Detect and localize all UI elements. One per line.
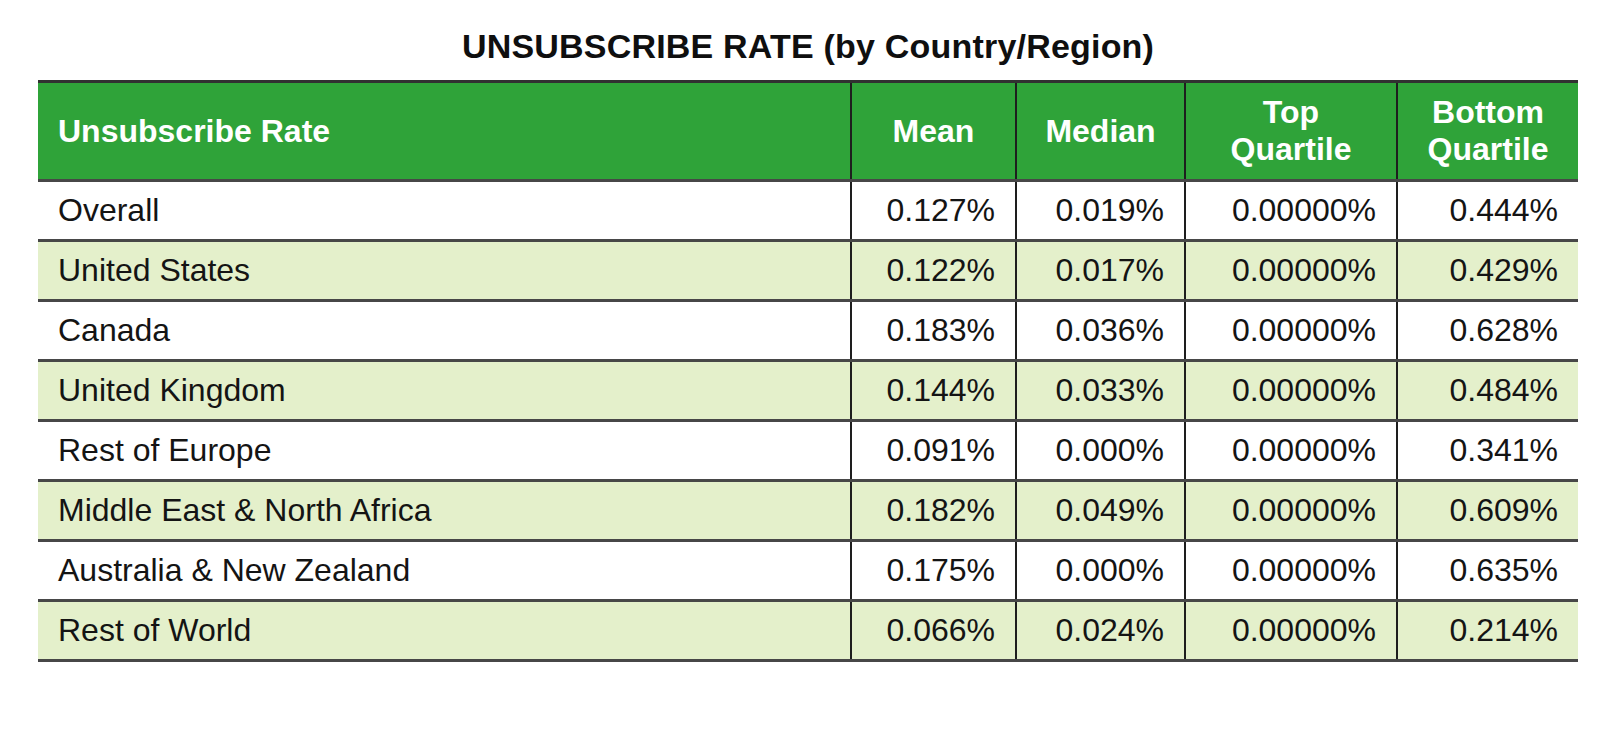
median-cell: 0.017%: [1016, 241, 1185, 301]
median-cell: 0.033%: [1016, 361, 1185, 421]
row-label-cell: Middle East & North Africa: [38, 481, 851, 541]
top-quartile-cell: 0.00000%: [1185, 421, 1397, 481]
mean-cell: 0.091%: [851, 421, 1016, 481]
median-cell: 0.024%: [1016, 601, 1185, 661]
bottom-quartile-cell: 0.429%: [1397, 241, 1578, 301]
table-row: Overall 0.127% 0.019% 0.00000% 0.444%: [38, 181, 1578, 241]
top-quartile-cell: 0.00000%: [1185, 241, 1397, 301]
median-cell: 0.049%: [1016, 481, 1185, 541]
unsubscribe-rate-table: Unsubscribe Rate Mean Median Top Quartil…: [38, 80, 1578, 662]
mean-cell: 0.144%: [851, 361, 1016, 421]
top-quartile-cell: 0.00000%: [1185, 541, 1397, 601]
table-header: Unsubscribe Rate Mean Median Top Quartil…: [38, 82, 1578, 181]
row-label-cell: United Kingdom: [38, 361, 851, 421]
top-quartile-cell: 0.00000%: [1185, 361, 1397, 421]
table-body: Overall 0.127% 0.019% 0.00000% 0.444% Un…: [38, 181, 1578, 661]
mean-cell: 0.127%: [851, 181, 1016, 241]
header-cell-top-quartile: Top Quartile: [1185, 82, 1397, 181]
row-label-cell: Rest of Europe: [38, 421, 851, 481]
table-row: Canada 0.183% 0.036% 0.00000% 0.628%: [38, 301, 1578, 361]
header-row: Unsubscribe Rate Mean Median Top Quartil…: [38, 82, 1578, 181]
table-row: Rest of World 0.066% 0.024% 0.00000% 0.2…: [38, 601, 1578, 661]
top-quartile-cell: 0.00000%: [1185, 301, 1397, 361]
header-cell-median: Median: [1016, 82, 1185, 181]
header-cell-mean: Mean: [851, 82, 1016, 181]
table-row: United States 0.122% 0.017% 0.00000% 0.4…: [38, 241, 1578, 301]
table-row: United Kingdom 0.144% 0.033% 0.00000% 0.…: [38, 361, 1578, 421]
mean-cell: 0.175%: [851, 541, 1016, 601]
mean-cell: 0.066%: [851, 601, 1016, 661]
table-row: Australia & New Zealand 0.175% 0.000% 0.…: [38, 541, 1578, 601]
bottom-quartile-cell: 0.628%: [1397, 301, 1578, 361]
table-row: Rest of Europe 0.091% 0.000% 0.00000% 0.…: [38, 421, 1578, 481]
bottom-quartile-cell: 0.609%: [1397, 481, 1578, 541]
header-cell-bottom-quartile: Bottom Quartile: [1397, 82, 1578, 181]
bottom-quartile-cell: 0.341%: [1397, 421, 1578, 481]
row-label-cell: United States: [38, 241, 851, 301]
table-row: Middle East & North Africa 0.182% 0.049%…: [38, 481, 1578, 541]
top-quartile-cell: 0.00000%: [1185, 481, 1397, 541]
median-cell: 0.036%: [1016, 301, 1185, 361]
median-cell: 0.000%: [1016, 541, 1185, 601]
bottom-quartile-cell: 0.484%: [1397, 361, 1578, 421]
mean-cell: 0.183%: [851, 301, 1016, 361]
mean-cell: 0.122%: [851, 241, 1016, 301]
chart-title: UNSUBSCRIBE RATE (by Country/Region): [38, 27, 1578, 66]
median-cell: 0.019%: [1016, 181, 1185, 241]
row-label-cell: Rest of World: [38, 601, 851, 661]
top-quartile-cell: 0.00000%: [1185, 601, 1397, 661]
top-quartile-cell: 0.00000%: [1185, 181, 1397, 241]
row-label-cell: Canada: [38, 301, 851, 361]
bottom-quartile-cell: 0.444%: [1397, 181, 1578, 241]
page: UNSUBSCRIBE RATE (by Country/Region) Uns…: [0, 0, 1600, 730]
mean-cell: 0.182%: [851, 481, 1016, 541]
bottom-quartile-cell: 0.635%: [1397, 541, 1578, 601]
row-label-cell: Overall: [38, 181, 851, 241]
median-cell: 0.000%: [1016, 421, 1185, 481]
bottom-quartile-cell: 0.214%: [1397, 601, 1578, 661]
header-cell-unsubscribe-rate: Unsubscribe Rate: [38, 82, 851, 181]
row-label-cell: Australia & New Zealand: [38, 541, 851, 601]
